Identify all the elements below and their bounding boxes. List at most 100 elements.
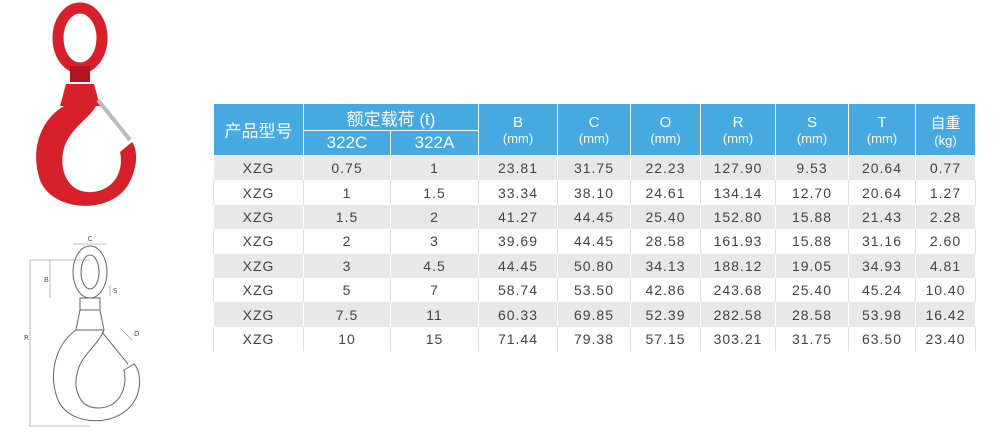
table-cell: 24.61 (630, 180, 701, 205)
table-cell: 63.50 (848, 326, 916, 352)
table-cell: 10.40 (915, 277, 976, 303)
table-cell: 41.27 (478, 204, 558, 230)
header-cell: T (mm) (848, 103, 916, 156)
header-unit: (kg) (934, 132, 957, 148)
table-row: XZG 7.5 11 60.33 69.85 52.39 282.58 28.58 53.98 1… (213, 302, 976, 327)
table-cell: XZG (213, 155, 304, 181)
table-cell: 20.64 (848, 155, 916, 181)
table-cell: XZG (213, 229, 304, 254)
table-row: XZG 2 3 39.69 44.45 28.58 161.93 15.88 31.16 2.60 (213, 229, 976, 254)
table-cell: 21.43 (848, 204, 916, 230)
table-row: XZG 5 7 58.74 53.50 42.86 243.68 25.40 45.24 10.4… (213, 277, 976, 303)
table-cell: XZG (213, 302, 304, 327)
table-row: XZG 3 4.5 44.45 50.80 34.13 188.12 19.05 34.93 4.… (213, 253, 976, 278)
table-cell: 42.86 (630, 277, 701, 303)
table-cell: 188.12 (700, 253, 776, 278)
dimension-label: B (44, 276, 49, 284)
swivel-eye (52, 2, 108, 74)
table-cell: 23.40 (915, 326, 976, 352)
table-cell: 69.85 (557, 302, 631, 327)
table-cell: 79.38 (557, 326, 631, 352)
dimension-label: D (134, 330, 139, 338)
table-cell: 11 (390, 302, 479, 327)
header-cell: O (mm) (630, 103, 701, 156)
header-cell: S (mm) (775, 103, 849, 156)
header-unit: (mm) (866, 130, 898, 146)
header-unit: (mm) (796, 130, 828, 146)
table-cell: 1 (390, 155, 479, 181)
header-unit: (mm) (502, 130, 534, 146)
table-cell: 0.75 (303, 155, 391, 181)
table-cell: 44.45 (478, 253, 558, 278)
table-cell: 303.21 (700, 326, 776, 352)
table-cell: 152.80 (700, 204, 776, 230)
hook-photo (36, 2, 137, 206)
hook-diagram: C B S R D (24, 235, 141, 427)
table-cell: 71.44 (478, 326, 558, 352)
table-cell: 4.5 (390, 253, 479, 278)
table-cell: 2 (303, 229, 391, 254)
dimension-label: R (24, 334, 29, 342)
table-cell: 1.5 (390, 180, 479, 205)
table-cell: 53.50 (557, 277, 631, 303)
table-cell: XZG (213, 253, 304, 278)
table-cell: XZG (213, 180, 304, 205)
table-row: XZG 1 1.5 33.34 38.10 24.61 134.14 12.70 20.64 1.… (213, 180, 976, 205)
table-cell: 9.53 (775, 155, 849, 181)
table-cell: 2.28 (915, 204, 976, 230)
table-cell: 5 (303, 277, 391, 303)
table-cell: 38.10 (557, 180, 631, 205)
table-cell: XZG (213, 204, 304, 230)
table-cell: 34.93 (848, 253, 916, 278)
table-cell: 2 (390, 204, 479, 230)
table-cell: 15.88 (775, 204, 849, 230)
header-label: 自重 (930, 114, 961, 132)
dimension-label: S (113, 287, 118, 295)
table-cell: 50.80 (557, 253, 631, 278)
header-label: O (659, 113, 672, 131)
header-cell: B (mm) (478, 103, 558, 156)
table-cell: XZG (213, 277, 304, 303)
table-cell: 25.40 (630, 204, 701, 230)
table-cell: 282.58 (700, 302, 776, 327)
table-cell: 15 (390, 326, 479, 352)
table-cell: 31.16 (848, 229, 916, 254)
dimension-label: C (88, 235, 93, 243)
table-header: 产品型号 额定载荷 (t) B (mm) C (mm) O (mm) R (mm) S (mm) T… (213, 103, 976, 156)
table-cell: 28.58 (775, 302, 849, 327)
safety-latch (96, 98, 132, 142)
header-cell: 自重 (kg) (915, 103, 976, 156)
table-cell: 28.58 (630, 229, 701, 254)
table-cell: 23.81 (478, 155, 558, 181)
table-cell: 33.34 (478, 180, 558, 205)
table-cell: 53.98 (848, 302, 916, 327)
table-row: XZG 0.75 1 23.81 31.75 22.23 127.90 9.53 20.64 0.… (213, 155, 976, 181)
table-cell: 2.60 (915, 229, 976, 254)
header-unit: (mm) (722, 130, 754, 146)
header-label: C (588, 113, 600, 131)
table-cell: 0.77 (915, 155, 976, 181)
table-cell: 12.70 (775, 180, 849, 205)
table-cell: 58.74 (478, 277, 558, 303)
table-cell: 20.64 (848, 180, 916, 205)
hook-neck (60, 84, 100, 106)
table-cell: 15.88 (775, 229, 849, 254)
header-cell: 322A (390, 130, 479, 156)
table-cell: 10 (303, 326, 391, 352)
table-cell: 19.05 (775, 253, 849, 278)
header-cell: 322C (303, 130, 391, 156)
header-cell: 产品型号 (213, 103, 304, 156)
table-cell: 4.81 (915, 253, 976, 278)
table-cell: XZG (213, 326, 304, 352)
table-cell: 1.27 (915, 180, 976, 205)
table-cell: 45.24 (848, 277, 916, 303)
table-cell: 16.42 (915, 302, 976, 327)
table-cell: 127.90 (700, 155, 776, 181)
table-cell: 39.69 (478, 229, 558, 254)
table-cell: 31.75 (557, 155, 631, 181)
header-cell: 额定载荷 (t) (303, 103, 479, 131)
table-cell: 57.15 (630, 326, 701, 352)
header-label: R (732, 113, 744, 131)
table-cell: 34.13 (630, 253, 701, 278)
